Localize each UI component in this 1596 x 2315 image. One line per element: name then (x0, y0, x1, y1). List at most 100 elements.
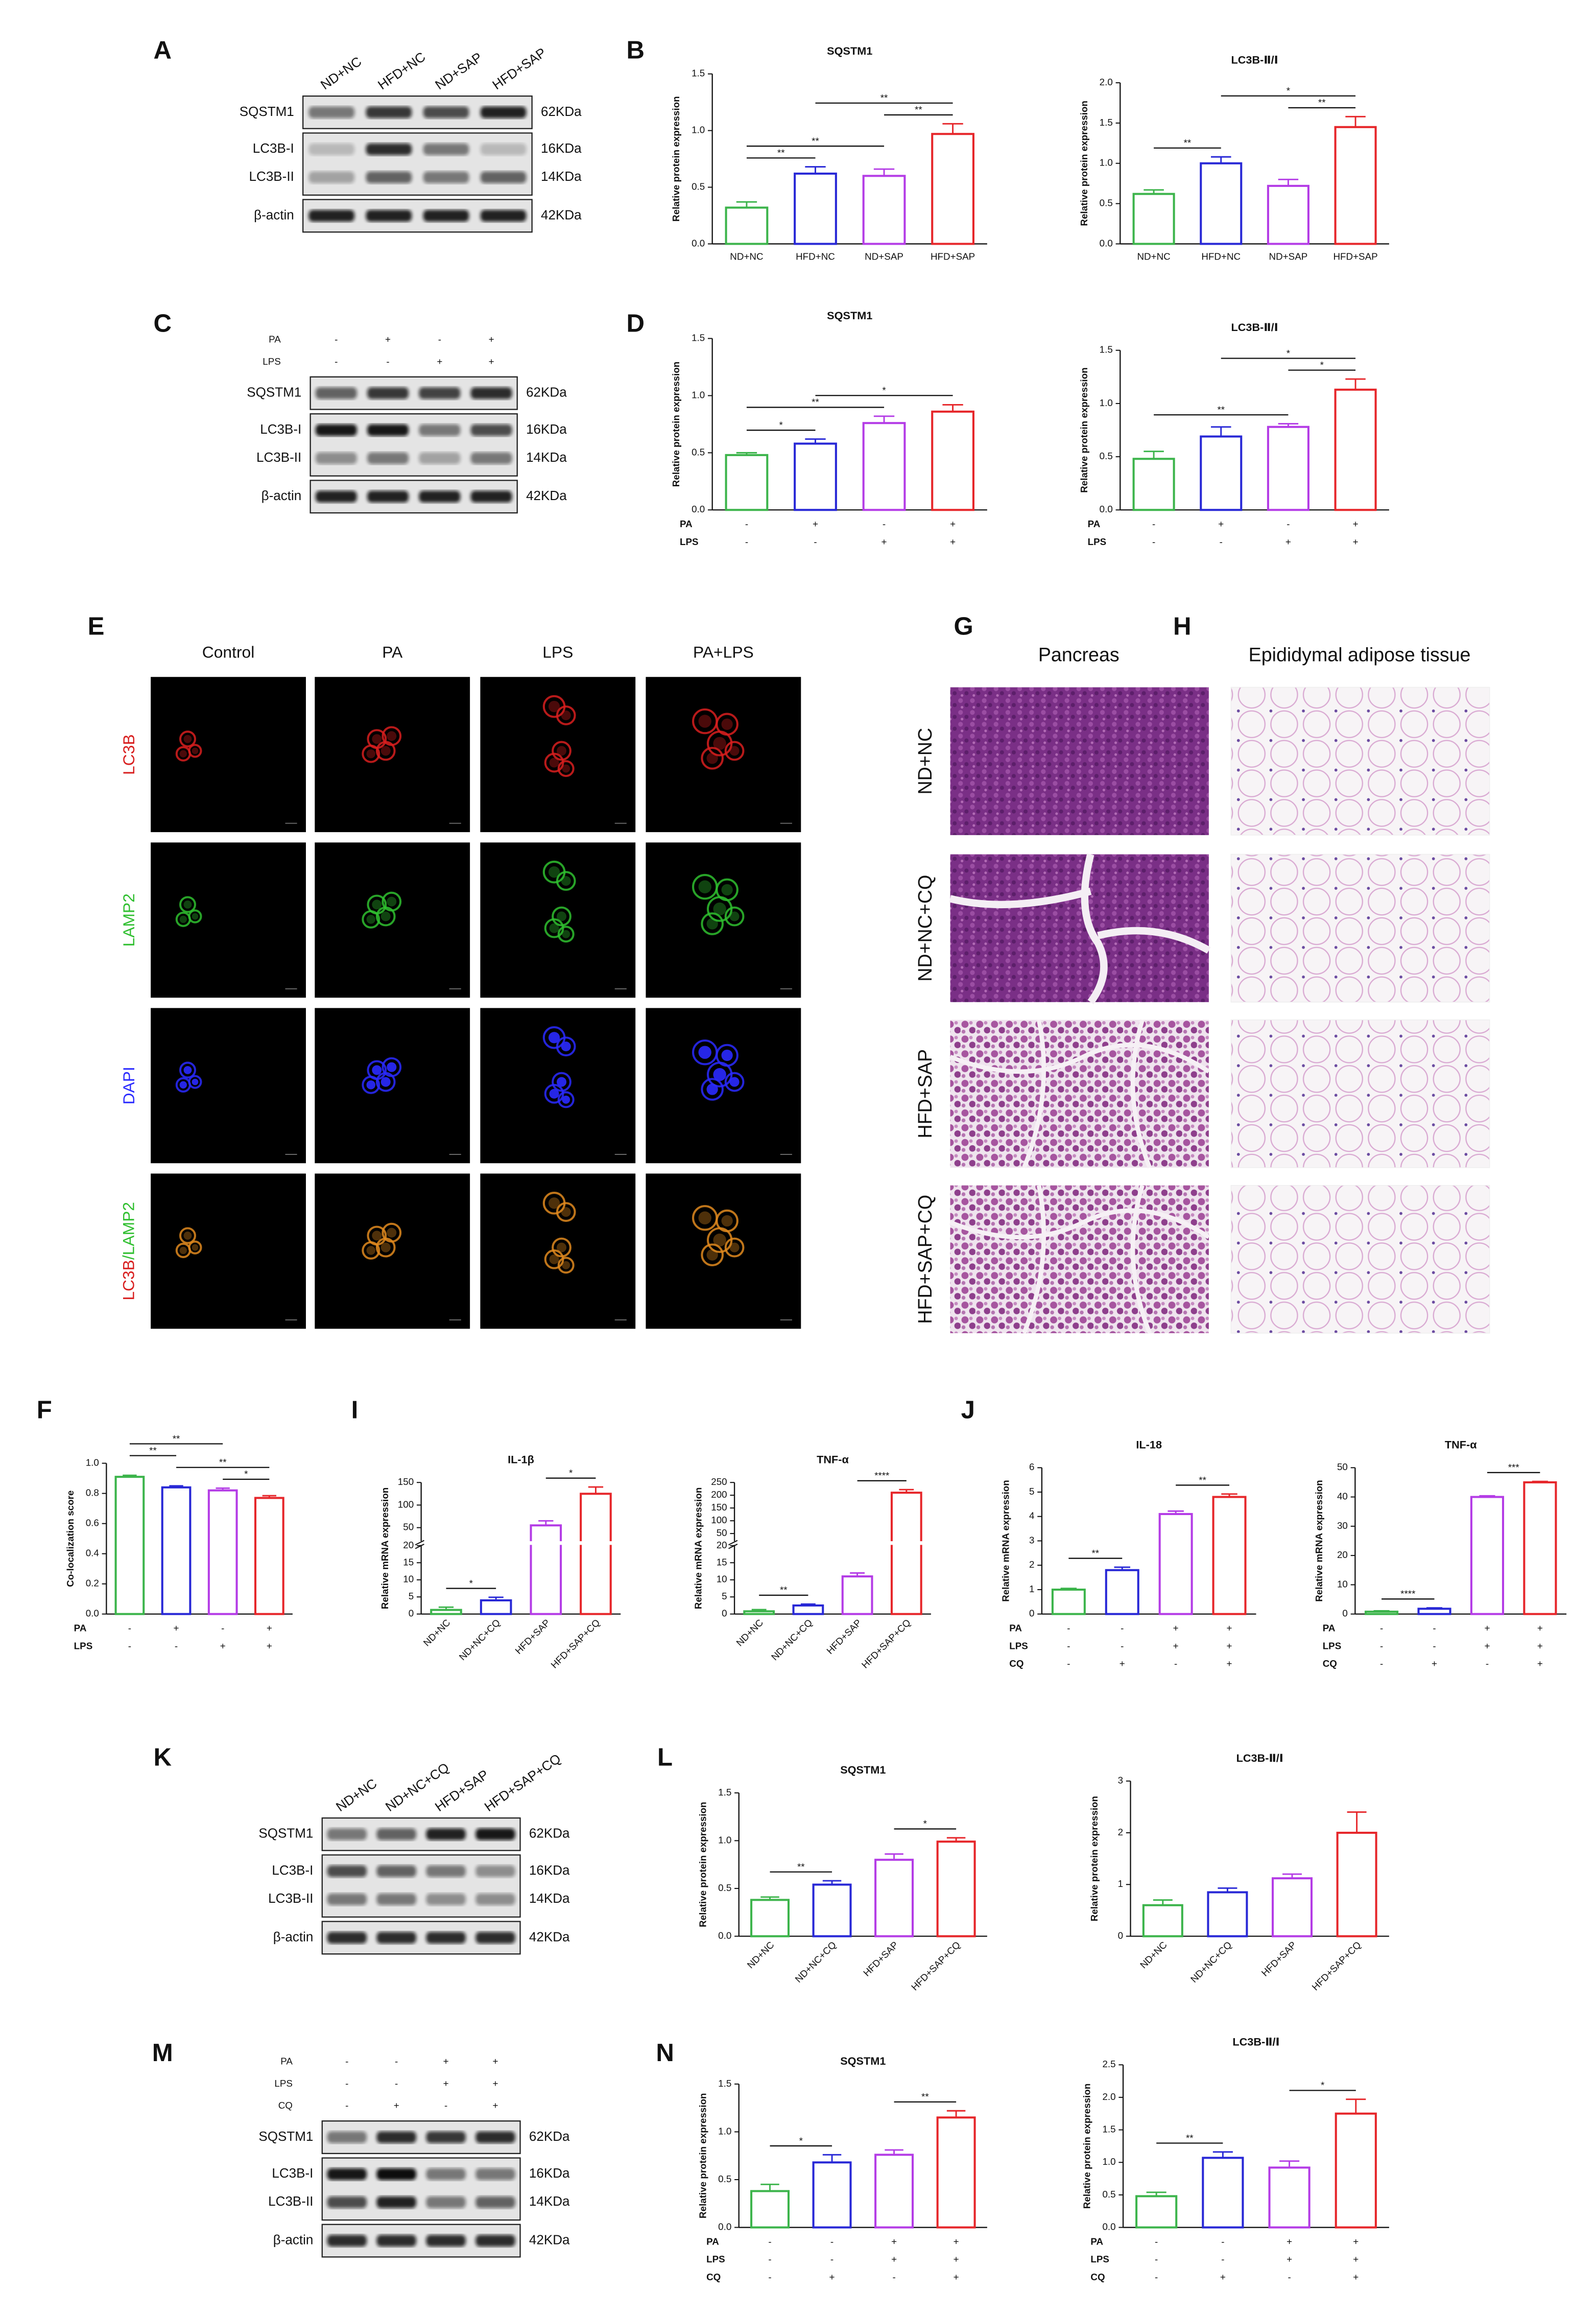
y-tick-label: 2.5 (1102, 2059, 1115, 2069)
cell (556, 1202, 576, 1222)
cell-core (387, 731, 397, 741)
blot-band (475, 1893, 515, 1905)
bar (1334, 388, 1377, 511)
blot-row-label: LC3B-II (268, 1891, 313, 1906)
condition-value: - (395, 2078, 398, 2089)
bar (1142, 1904, 1183, 1938)
histology-row-label: HFD+SAP+CQ (914, 1195, 936, 1324)
cell-core (183, 1232, 192, 1240)
cell (375, 741, 396, 761)
cell-core (179, 750, 187, 758)
y-axis-label: Relative mRNA expression (1314, 1480, 1324, 1602)
micrograph (315, 842, 470, 998)
blot-row-label: SQSTM1 (258, 1826, 313, 1841)
condition-value: + (954, 2272, 959, 2282)
cell-core (183, 900, 192, 909)
blot-band (470, 387, 512, 399)
condition-value: - (1152, 536, 1155, 547)
x-tick-label: ND+NC (1137, 251, 1170, 262)
blot-size-label: 14KDa (529, 1891, 570, 1906)
y-tick-label: 1.0 (1102, 2156, 1115, 2167)
blot-band (308, 171, 355, 183)
pancreas-section (950, 854, 1209, 1002)
micrograph (315, 677, 470, 833)
y-tick-label: 0.0 (718, 1930, 731, 1941)
bar (792, 1604, 824, 1615)
chart-title: LC3B-Ⅱ/Ⅰ (1231, 53, 1278, 66)
y-tick-label: 20 (403, 1540, 414, 1550)
histology-row-label: ND+NC (914, 728, 936, 795)
bar (874, 1858, 914, 1938)
if-column-header: PA+LPS (693, 643, 754, 661)
significance-label: ** (921, 2091, 929, 2102)
cell (188, 909, 202, 924)
if-column-header: PA (382, 643, 403, 661)
blot-band (475, 2234, 515, 2247)
condition-value: + (1220, 2272, 1226, 2282)
panel-label: K (154, 1743, 172, 1771)
cell-core (561, 1042, 571, 1052)
condition-value: - (395, 2056, 398, 2066)
y-tick-label: 100 (711, 1515, 727, 1525)
y-tick-label: 0.5 (1100, 198, 1113, 208)
blot-band (475, 1828, 515, 1840)
cell (557, 926, 575, 943)
cell-core (556, 911, 567, 922)
y-tick-label: 1.5 (692, 333, 705, 343)
blot-size-label: 14KDa (526, 450, 567, 465)
x-tick-label: ND+SAP (1269, 251, 1308, 262)
y-tick-label: 50 (717, 1527, 727, 1538)
condition-value: + (813, 518, 818, 529)
cell (556, 1036, 576, 1056)
significance-label: ** (149, 1445, 157, 1456)
condition-value: - (768, 2254, 771, 2264)
adipose-section (1231, 687, 1490, 835)
cell-core (366, 915, 376, 924)
condition-value: + (882, 536, 887, 547)
bar (725, 454, 769, 511)
cell-core (721, 1049, 733, 1061)
condition-value: + (1285, 536, 1291, 547)
bar (936, 1840, 976, 1938)
significance-label: * (1287, 348, 1291, 359)
y-tick-label: 0.5 (718, 1882, 731, 1893)
cell-core (387, 896, 397, 907)
y-tick-label: 1 (1118, 1878, 1123, 1889)
y-tick-label: 10 (1337, 1578, 1348, 1589)
condition-value: + (1227, 1658, 1232, 1669)
blot-band (470, 452, 512, 464)
pancreas-section (950, 687, 1209, 835)
cell-core (192, 747, 199, 754)
panel-label: M (152, 2039, 173, 2067)
condition-value: + (1218, 518, 1224, 529)
chart-title: SQSTM1 (840, 1763, 886, 1776)
blot-band (419, 387, 461, 399)
condition-name: PA (1323, 1623, 1336, 1634)
bar (1207, 1891, 1248, 1938)
y-axis-label: Relative protein expression (697, 1802, 708, 1927)
condition-value: - (335, 334, 338, 344)
cell-core (549, 923, 559, 933)
bar (890, 1492, 922, 1615)
bar (1267, 184, 1309, 245)
y-tick-label: 5 (1029, 1486, 1034, 1497)
bar (1158, 1513, 1193, 1615)
condition-value: - (1380, 1640, 1383, 1651)
blot-band (475, 2196, 515, 2208)
panel-label: I (351, 1396, 359, 1424)
y-tick-label: 50 (403, 1522, 414, 1532)
y-tick-label: 0.8 (86, 1487, 99, 1498)
blot-size-label: 42KDa (541, 207, 582, 222)
blot-size-label: 16KDa (529, 2165, 570, 2181)
blot-band (426, 2131, 466, 2143)
panel-label: J (961, 1396, 975, 1424)
chart-title: TNF-α (1445, 1438, 1477, 1451)
y-axis-label: Relative protein expression (1079, 367, 1089, 493)
significance-label: ** (915, 104, 922, 115)
panel-label: N (656, 2039, 674, 2067)
cell-core (387, 1062, 397, 1072)
chart-title: TNF-α (817, 1453, 849, 1466)
y-tick-label: 10 (717, 1574, 727, 1585)
cell (375, 1237, 396, 1258)
condition-value: - (386, 356, 389, 367)
